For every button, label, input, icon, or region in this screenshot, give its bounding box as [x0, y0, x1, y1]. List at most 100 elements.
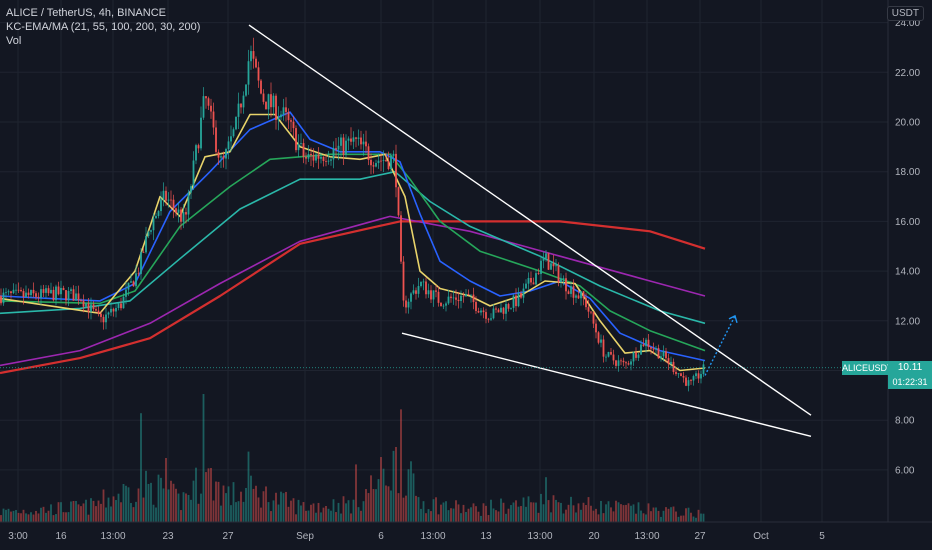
- volume-bar: [305, 510, 307, 522]
- candle-body: [180, 209, 182, 222]
- candle-body: [597, 332, 600, 343]
- candle-body: [380, 160, 382, 162]
- volume-bar: [160, 477, 162, 522]
- candle-body: [125, 289, 127, 297]
- volume-bar: [327, 508, 330, 522]
- candle-body: [587, 307, 590, 312]
- candle-body: [455, 297, 457, 300]
- volume-bar: [170, 480, 172, 522]
- volume-bar: [185, 493, 187, 522]
- candle-body: [462, 295, 465, 297]
- volume-bar: [487, 515, 490, 522]
- candle-body: [250, 51, 252, 62]
- volume-bar: [407, 469, 410, 522]
- candle-body: [647, 339, 650, 348]
- volume-bar: [227, 486, 230, 522]
- volume-bar: [592, 510, 595, 522]
- candle-body: [267, 94, 270, 110]
- volume-bar: [125, 485, 127, 522]
- candle-body: [585, 298, 587, 308]
- candle-body: [195, 145, 197, 161]
- candle-body: [610, 352, 612, 355]
- price-tick-label: 22.00: [895, 68, 920, 79]
- price-axis[interactable]: 24.0022.0020.0018.0016.0014.0012.0010.00…: [887, 0, 920, 522]
- volume-bar: [42, 506, 45, 522]
- candle-body: [47, 288, 50, 294]
- candle-body: [222, 156, 225, 159]
- bar-countdown-badge: 01:22:31: [888, 374, 932, 389]
- volume-bar: [362, 501, 365, 522]
- volume-bar: [47, 510, 50, 522]
- currency-button[interactable]: USDT: [886, 6, 924, 21]
- volume-bar: [317, 502, 320, 522]
- volume-bar: [72, 500, 75, 522]
- candle-body: [542, 258, 545, 261]
- legend: ALICE / TetherUS, 4h, BINANCE KC-EMA/MA …: [6, 6, 200, 48]
- volume-bar: [370, 475, 372, 522]
- volume-bar: [585, 505, 587, 522]
- candle-body: [90, 304, 92, 312]
- volume-bar: [457, 504, 460, 522]
- volume-bar: [565, 509, 567, 522]
- price-tick-label: 16.00: [895, 217, 920, 228]
- volume-bar: [567, 504, 570, 522]
- candle-body: [45, 288, 47, 293]
- volume-bar: [450, 508, 452, 522]
- candle-body: [27, 292, 30, 296]
- symbol-title[interactable]: ALICE / TetherUS, 4h, BINANCE: [6, 7, 166, 19]
- candle-body: [102, 316, 105, 323]
- candle-body: [37, 296, 40, 298]
- volume-bar: [237, 501, 240, 522]
- candle-body: [592, 312, 595, 324]
- volume-bar: [187, 494, 190, 522]
- volume-bar: [302, 502, 305, 522]
- volume-bar: [240, 491, 242, 522]
- candle-body: [487, 318, 490, 320]
- candle-body: [200, 117, 202, 149]
- volume-bar: [387, 486, 390, 522]
- price-tick-label: 14.00: [895, 267, 920, 278]
- candle-body: [202, 96, 205, 118]
- candle-body: [325, 160, 327, 162]
- candle-body: [515, 295, 517, 307]
- volume-bar: [307, 510, 310, 522]
- candle-body: [310, 154, 312, 156]
- volume-bar: [155, 507, 157, 522]
- ma_long-line: [0, 220, 706, 375]
- candle-body: [247, 61, 250, 85]
- candle-body: [430, 290, 432, 300]
- volume-bar: [222, 485, 225, 522]
- volume-bar: [337, 502, 340, 522]
- candle-body: [35, 293, 37, 297]
- volume-bar: [95, 506, 97, 522]
- volume-bar: [655, 507, 657, 522]
- volume-bar: [347, 500, 350, 522]
- candle-body: [207, 98, 210, 106]
- candle-body: [62, 287, 65, 291]
- candle-body: [210, 105, 212, 112]
- candle-body: [497, 309, 500, 313]
- indicator-label[interactable]: KC-EMA/MA (21, 55, 100, 200, 30, 200): [6, 21, 201, 33]
- candle-body: [622, 360, 625, 363]
- volume-bar: [225, 493, 227, 522]
- candle-body: [20, 289, 22, 292]
- volume-bar: [52, 515, 55, 522]
- candle-body: [387, 161, 390, 170]
- time-tick-label: Sep: [296, 531, 314, 542]
- volume-bar: [620, 504, 622, 522]
- candle-body: [257, 67, 260, 81]
- volume-label[interactable]: Vol: [6, 35, 22, 47]
- volume-bar: [142, 497, 145, 522]
- candle-body: [82, 300, 85, 307]
- candle-body: [55, 286, 57, 301]
- trend-drawings[interactable]: [248, 24, 812, 438]
- candle-body: [700, 374, 702, 379]
- candle-body: [340, 137, 342, 146]
- candle-body: [357, 137, 360, 139]
- volume-bar: [700, 513, 702, 522]
- candle-body: [460, 295, 462, 302]
- time-axis[interactable]: 3:00 16 13:00 23 27 Sep 6 13:00 13 13:00 20 13:00 27…: [0, 521, 932, 542]
- candle-body: [605, 356, 607, 358]
